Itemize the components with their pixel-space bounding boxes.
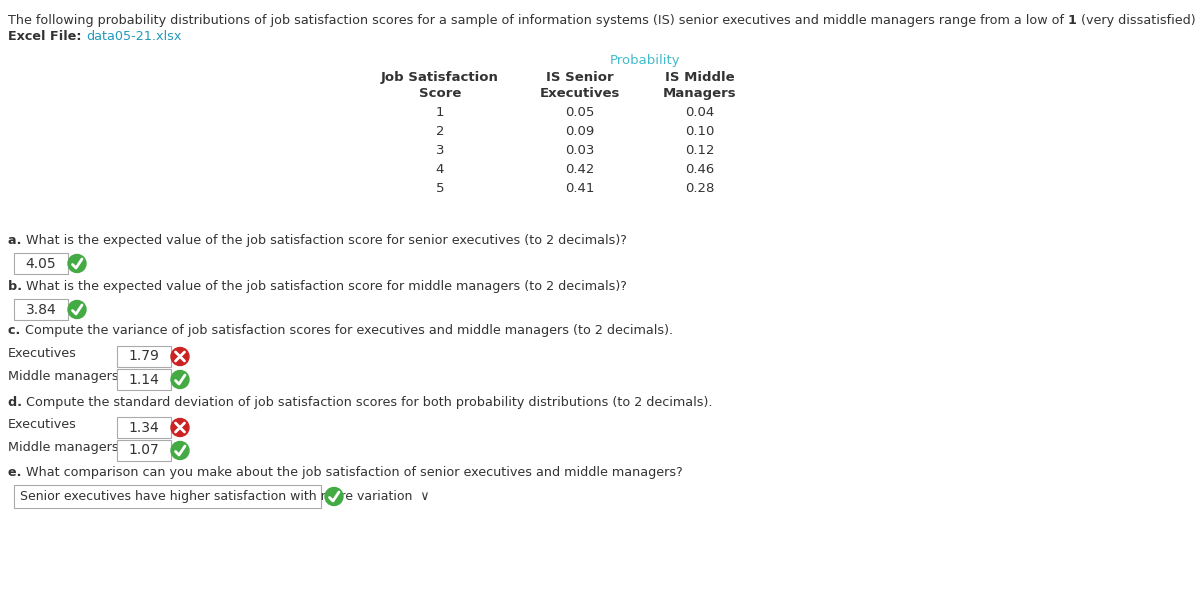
FancyBboxPatch shape bbox=[14, 485, 322, 508]
Text: 1.34: 1.34 bbox=[128, 420, 160, 435]
Circle shape bbox=[68, 301, 86, 318]
Circle shape bbox=[172, 442, 190, 459]
Text: Executives: Executives bbox=[8, 347, 77, 360]
Text: 1.14: 1.14 bbox=[128, 372, 160, 387]
Text: IS Senior: IS Senior bbox=[546, 71, 614, 84]
Text: d.: d. bbox=[8, 396, 26, 409]
Text: a.: a. bbox=[8, 234, 26, 247]
Text: Executives: Executives bbox=[8, 418, 77, 431]
Text: (very dissatisfied) to a high of: (very dissatisfied) to a high of bbox=[1076, 14, 1200, 27]
FancyBboxPatch shape bbox=[118, 369, 172, 390]
Text: The following probability distributions of job satisfaction scores for a sample : The following probability distributions … bbox=[8, 14, 1068, 27]
Text: Middle managers: Middle managers bbox=[8, 441, 119, 454]
FancyBboxPatch shape bbox=[14, 253, 68, 274]
Text: e.: e. bbox=[8, 466, 26, 479]
Circle shape bbox=[325, 487, 343, 506]
Text: b.: b. bbox=[8, 280, 26, 293]
Text: 0.05: 0.05 bbox=[565, 106, 595, 119]
Text: 1: 1 bbox=[436, 106, 444, 119]
Text: 4: 4 bbox=[436, 163, 444, 176]
Circle shape bbox=[172, 348, 190, 365]
Circle shape bbox=[68, 255, 86, 272]
Text: 0.42: 0.42 bbox=[565, 163, 595, 176]
Text: 3.84: 3.84 bbox=[25, 303, 56, 317]
Text: What is the expected value of the job satisfaction score for middle managers (to: What is the expected value of the job sa… bbox=[26, 280, 628, 293]
Text: Executives: Executives bbox=[540, 87, 620, 100]
Text: 0.04: 0.04 bbox=[685, 106, 715, 119]
Text: 2: 2 bbox=[436, 125, 444, 138]
Text: 0.09: 0.09 bbox=[565, 125, 595, 138]
Text: 1.07: 1.07 bbox=[128, 443, 160, 458]
Text: 1: 1 bbox=[1068, 14, 1076, 27]
Text: 4.05: 4.05 bbox=[25, 256, 56, 271]
Text: Managers: Managers bbox=[664, 87, 737, 100]
Text: 0.46: 0.46 bbox=[685, 163, 715, 176]
Text: c.: c. bbox=[8, 324, 25, 337]
Text: 1.79: 1.79 bbox=[128, 349, 160, 363]
Text: Senior executives have higher satisfaction with more variation  ∨: Senior executives have higher satisfacti… bbox=[20, 490, 430, 503]
Text: 5: 5 bbox=[436, 182, 444, 195]
Text: data05-21.xlsx: data05-21.xlsx bbox=[86, 30, 181, 43]
Text: 0.41: 0.41 bbox=[565, 182, 595, 195]
FancyBboxPatch shape bbox=[118, 417, 172, 438]
Text: 0.28: 0.28 bbox=[685, 182, 715, 195]
Text: What comparison can you make about the job satisfaction of senior executives and: What comparison can you make about the j… bbox=[26, 466, 683, 479]
Text: What is the expected value of the job satisfaction score for senior executives (: What is the expected value of the job sa… bbox=[26, 234, 626, 247]
Circle shape bbox=[172, 419, 190, 436]
FancyBboxPatch shape bbox=[118, 346, 172, 367]
Text: 3: 3 bbox=[436, 144, 444, 157]
FancyBboxPatch shape bbox=[118, 440, 172, 461]
Text: 0.03: 0.03 bbox=[565, 144, 595, 157]
Text: Probability: Probability bbox=[610, 54, 680, 67]
Text: Middle managers: Middle managers bbox=[8, 370, 119, 383]
Text: Job Satisfaction: Job Satisfaction bbox=[382, 71, 499, 84]
FancyBboxPatch shape bbox=[14, 299, 68, 320]
Text: Compute the variance of job satisfaction scores for executives and middle manage: Compute the variance of job satisfaction… bbox=[25, 324, 673, 337]
Text: Excel File:: Excel File: bbox=[8, 30, 86, 43]
Text: 0.12: 0.12 bbox=[685, 144, 715, 157]
Text: Compute the standard deviation of job satisfaction scores for both probability d: Compute the standard deviation of job sa… bbox=[26, 396, 713, 409]
Text: Score: Score bbox=[419, 87, 461, 100]
Text: IS Middle: IS Middle bbox=[665, 71, 734, 84]
Text: 0.10: 0.10 bbox=[685, 125, 715, 138]
Circle shape bbox=[172, 371, 190, 388]
